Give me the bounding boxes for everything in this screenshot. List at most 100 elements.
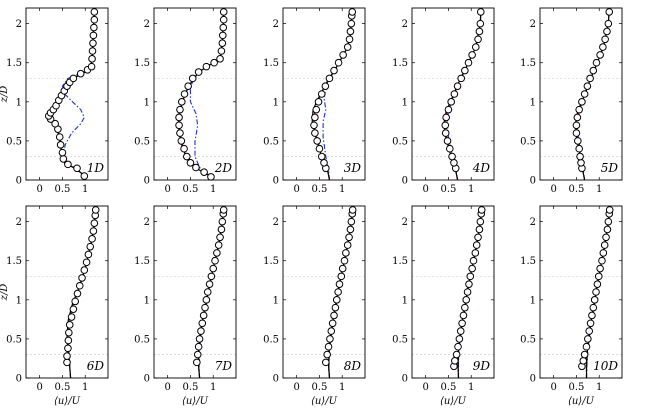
data-marker-circle	[457, 74, 466, 83]
data-marker-circle	[64, 160, 72, 169]
data-marker-circle	[180, 144, 188, 153]
data-marker-circle	[586, 74, 594, 83]
data-marker-circle	[476, 8, 485, 16]
panel-label: 2D	[214, 161, 233, 175]
data-marker-circle	[474, 35, 482, 44]
data-marker-circle	[88, 47, 97, 55]
panel-3D: 0 0.5 1 1.5 2 0 0.5 1 3D	[263, 7, 366, 195]
data-marker-circle	[312, 105, 321, 114]
panel-label: 8D	[344, 359, 362, 373]
series-blue-dashdot-line	[61, 11, 95, 181]
panel-label: 5D	[601, 161, 619, 175]
data-marker-circle	[590, 296, 599, 304]
panel-label: 6D	[87, 359, 105, 373]
data-marker-circle	[59, 155, 68, 163]
data-marker-circle	[90, 219, 99, 227]
data-marker-circle	[78, 274, 86, 282]
data-marker-circle	[348, 8, 357, 16]
data-marker-circle	[325, 74, 334, 83]
data-marker-circle	[56, 141, 65, 149]
x-axis-label: ⟨u⟩/U	[311, 396, 338, 407]
series-blue-dashdot-line	[189, 11, 225, 181]
data-marker-circle	[463, 288, 472, 296]
data-marker-circle	[599, 43, 607, 51]
x-tick-label: 0.5	[311, 184, 327, 195]
data-marker-circle	[477, 206, 486, 214]
data-marker-circle	[589, 303, 598, 312]
y-tick-label: 1.5	[134, 58, 150, 69]
data-marker-circle	[188, 74, 197, 83]
y-tick-label: 2	[402, 19, 408, 30]
data-marker-circle	[327, 327, 336, 335]
data-marker-circle	[193, 358, 201, 367]
y-tick-label: 1	[273, 295, 279, 306]
data-marker-circle	[217, 47, 226, 55]
data-marker-circle	[592, 58, 601, 67]
data-marker-circle	[347, 217, 356, 226]
data-marker-circle	[603, 27, 611, 36]
y-tick-label: 2	[144, 19, 150, 30]
panel-10D: 0 0.5 1 1.5 2 0 0.5 1 10D ⟨u⟩/U	[520, 205, 623, 407]
data-marker-circle	[335, 280, 344, 288]
data-marker-circle	[575, 144, 583, 153]
x-tick-label: 1	[210, 382, 216, 393]
data-marker-circle	[203, 288, 212, 296]
data-marker-circle	[330, 311, 338, 320]
x-axis-label: ⟨u⟩/U	[440, 396, 467, 407]
x-tick-label: 1	[82, 382, 88, 393]
y-tick-label: 1	[273, 97, 279, 108]
axes-frame	[153, 205, 237, 379]
data-marker-circle	[462, 296, 471, 304]
data-marker-circle	[464, 58, 473, 67]
data-marker-circle	[577, 159, 585, 167]
axes-frame	[153, 7, 237, 181]
y-tick-label: 1.5	[520, 256, 536, 267]
data-marker-circle	[605, 206, 614, 214]
data-marker-circle	[176, 105, 184, 114]
axes-frame	[539, 205, 623, 379]
data-marker-circle	[469, 256, 478, 265]
panel-label: 1D	[87, 161, 105, 175]
data-marker-circle	[184, 82, 192, 90]
data-marker-circle	[201, 303, 209, 312]
x-tick-label: 0	[293, 382, 299, 393]
data-marker-circle	[471, 249, 480, 257]
data-marker-circle	[343, 241, 352, 249]
data-marker-circle	[476, 217, 485, 226]
data-marker-circle	[338, 264, 347, 273]
data-marker-circle	[219, 8, 228, 16]
y-axis-label: z/D	[0, 86, 10, 104]
data-marker-circle	[322, 358, 330, 367]
axes-frame	[411, 7, 495, 181]
data-marker-circle	[63, 358, 71, 367]
x-tick-label: 0.5	[440, 382, 456, 393]
data-marker-circle	[443, 137, 452, 145]
axes-frame	[25, 205, 109, 379]
y-tick-label: 0	[16, 374, 22, 385]
data-marker-circle	[586, 319, 595, 328]
data-marker-circle	[177, 137, 186, 145]
data-marker-circle	[64, 336, 73, 345]
y-tick-label: 1	[16, 295, 22, 306]
panel-4D: 0 0.5 1 1.5 2 0 0.5 1 4D	[392, 7, 495, 195]
data-marker-circle	[441, 129, 450, 137]
data-marker-circle	[442, 113, 450, 122]
data-marker-circle	[594, 272, 603, 281]
x-tick-label: 1	[82, 184, 88, 195]
x-tick-label: 1	[339, 184, 345, 195]
data-marker-circle	[447, 98, 455, 106]
data-marker-circle	[583, 82, 592, 90]
data-marker-circle	[175, 113, 183, 122]
data-marker-circle	[598, 256, 606, 265]
y-tick-label: 1	[144, 295, 150, 306]
y-tick-label: 0.5	[6, 334, 22, 345]
y-tick-label: 0.5	[263, 334, 279, 345]
data-marker-circle	[175, 121, 183, 130]
y-tick-label: 1	[402, 295, 408, 306]
data-marker-circle	[216, 233, 224, 242]
data-marker-circle	[602, 233, 610, 242]
data-marker-circle	[311, 113, 319, 122]
data-marker-circle	[310, 121, 318, 130]
series-black-solid-line	[48, 11, 95, 181]
data-marker-circle	[202, 62, 211, 71]
